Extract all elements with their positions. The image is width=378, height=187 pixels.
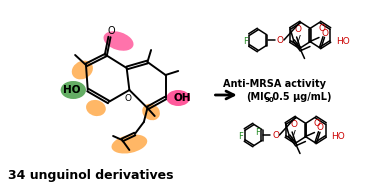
- Text: OH: OH: [173, 93, 191, 103]
- Text: F: F: [239, 132, 243, 141]
- Text: O: O: [107, 26, 115, 36]
- Ellipse shape: [112, 134, 147, 154]
- Ellipse shape: [60, 81, 86, 99]
- Text: F: F: [243, 37, 248, 46]
- Text: 34 unguinol derivatives: 34 unguinol derivatives: [8, 169, 173, 183]
- Text: HO: HO: [332, 132, 345, 141]
- Ellipse shape: [72, 61, 93, 79]
- Text: HO: HO: [336, 37, 350, 46]
- Text: HO: HO: [63, 85, 80, 95]
- Text: O: O: [295, 24, 302, 33]
- Text: F: F: [255, 128, 260, 137]
- Text: /: /: [297, 35, 300, 45]
- Text: O: O: [272, 131, 279, 140]
- Ellipse shape: [166, 90, 190, 106]
- Text: (MIC: (MIC: [246, 92, 271, 102]
- Text: OH: OH: [173, 93, 191, 103]
- Text: HO: HO: [63, 85, 80, 95]
- Text: O: O: [318, 24, 325, 33]
- Text: O: O: [314, 119, 321, 128]
- Text: 90: 90: [265, 97, 275, 103]
- Text: 0.5 μg/mL): 0.5 μg/mL): [269, 92, 331, 102]
- Ellipse shape: [86, 100, 106, 116]
- Text: /: /: [292, 130, 296, 140]
- Ellipse shape: [142, 104, 160, 120]
- Text: Anti-MRSA activity: Anti-MRSA activity: [223, 79, 325, 89]
- Text: O: O: [290, 119, 297, 128]
- Ellipse shape: [104, 31, 133, 51]
- Text: O: O: [317, 123, 324, 133]
- Text: O: O: [321, 28, 328, 38]
- Text: O: O: [124, 94, 131, 102]
- Text: O: O: [277, 36, 284, 45]
